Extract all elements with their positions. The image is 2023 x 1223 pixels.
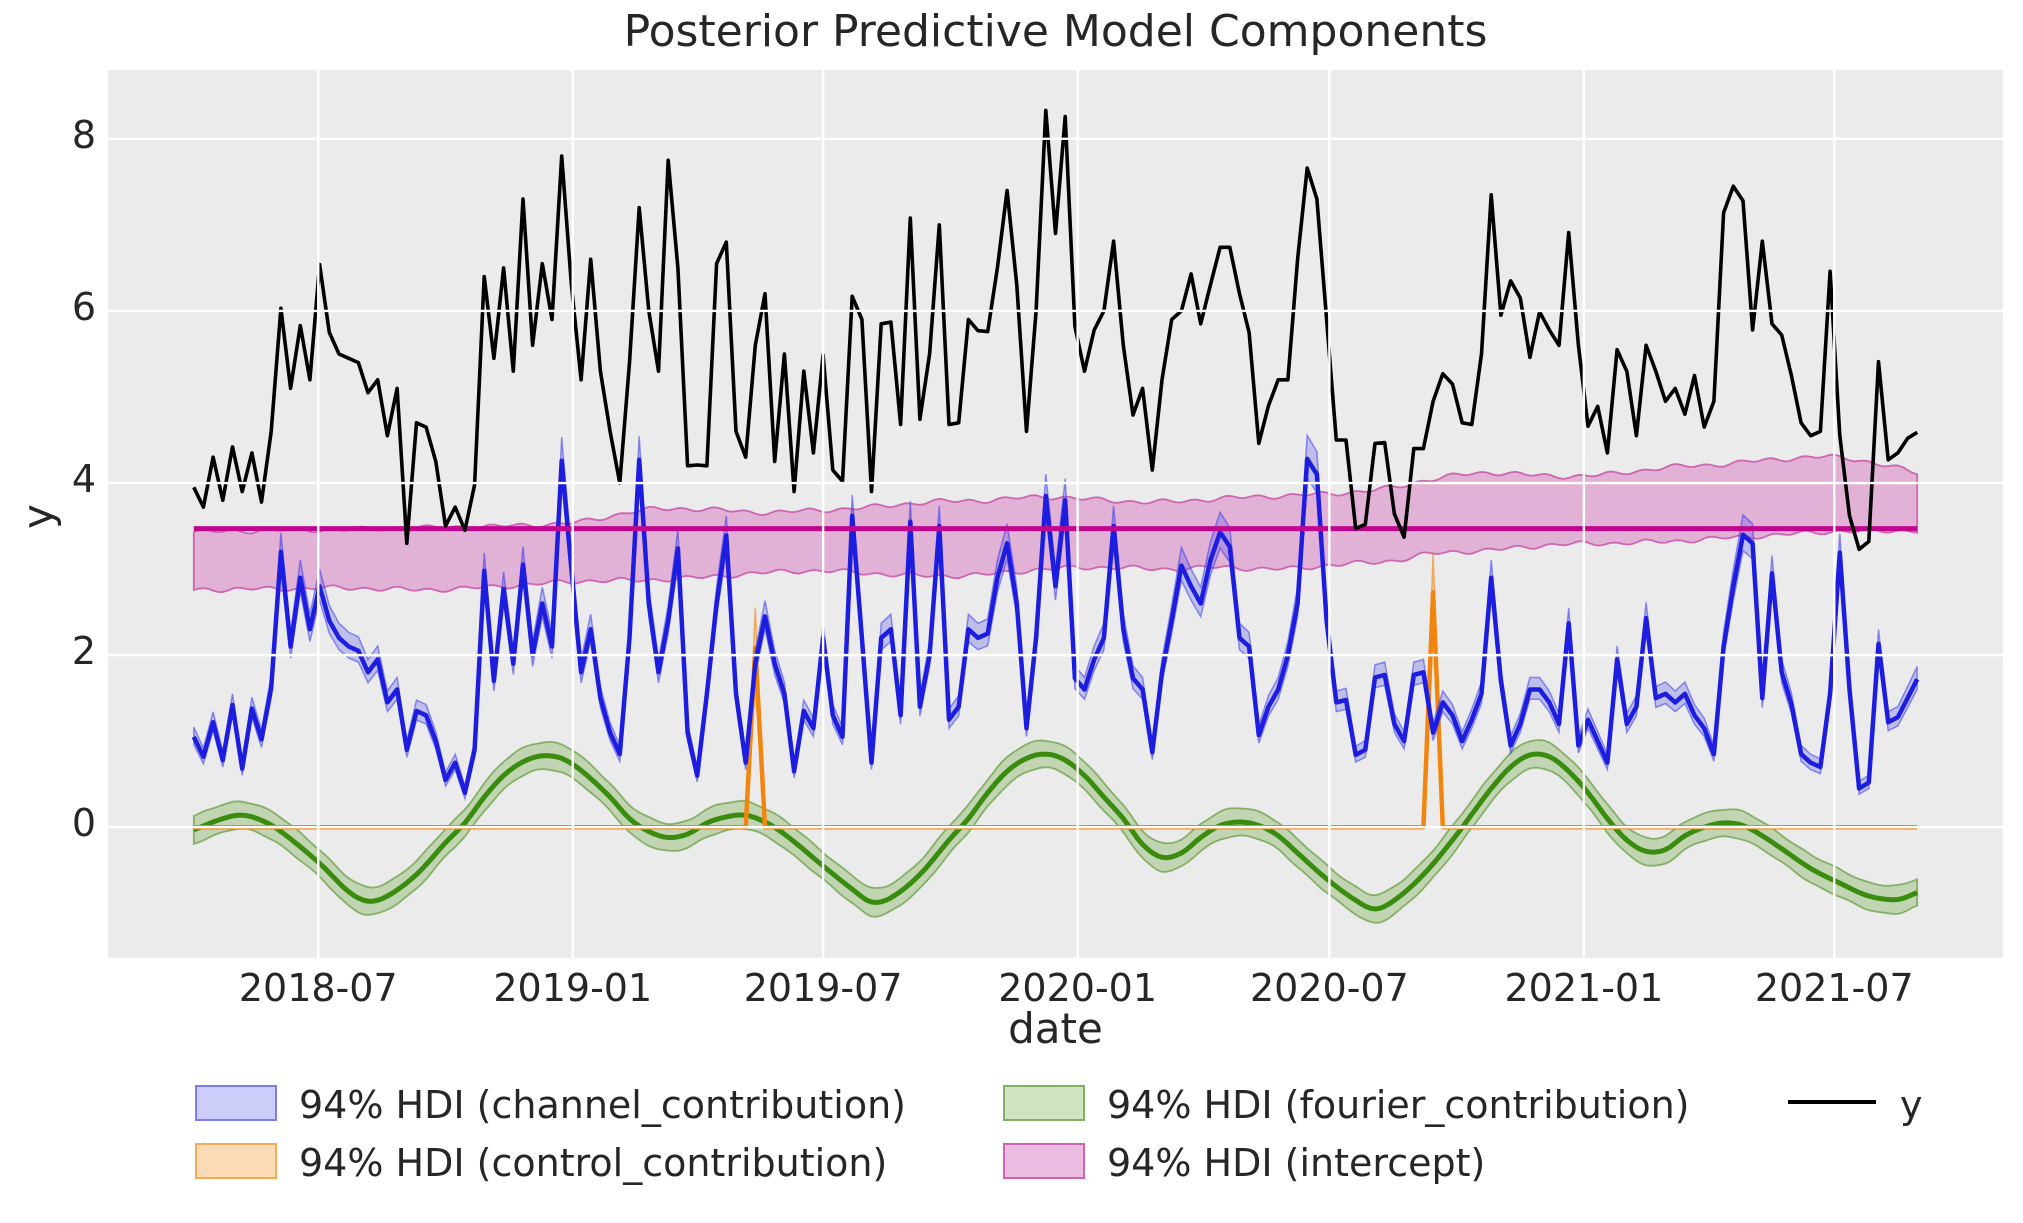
fourier-line xyxy=(192,751,1919,912)
y-line xyxy=(192,108,1919,552)
x-tick-label: 2019-07 xyxy=(743,966,903,1010)
control-hdi-swatch xyxy=(195,1143,277,1179)
x-tick-label: 2021-07 xyxy=(1754,966,1914,1010)
intercept-hdi-band xyxy=(192,453,1919,594)
x-tick-label: 2018-07 xyxy=(238,966,398,1010)
x-tick-label: 2020-01 xyxy=(998,966,1158,1010)
series-group xyxy=(191,108,1920,924)
x-tick-label: 2019-01 xyxy=(493,966,653,1010)
legend-label: y xyxy=(1900,1083,1923,1127)
x-axis-label: date xyxy=(1008,1004,1103,1053)
legend-label: 94% HDI (fourier_contribution) xyxy=(1107,1083,1690,1127)
legend-label: 94% HDI (intercept) xyxy=(1107,1141,1486,1185)
chart-title: Posterior Predictive Model Components xyxy=(623,6,1488,57)
channel-line xyxy=(191,456,1920,796)
legend-label: 94% HDI (channel_contribution) xyxy=(299,1083,906,1127)
y-tick-label: 4 xyxy=(71,457,96,502)
x-tick-label: 2021-01 xyxy=(1504,966,1664,1010)
legend-label: 94% HDI (control_contribution) xyxy=(299,1141,888,1185)
y-tick-label: 0 xyxy=(71,801,96,846)
x-tick-label: 2020-07 xyxy=(1249,966,1409,1010)
fourier-hdi-band xyxy=(192,739,1919,924)
y-line-sample xyxy=(1788,1100,1876,1104)
channel-hdi-swatch xyxy=(195,1085,277,1121)
y-tick-label: 8 xyxy=(71,112,96,157)
y-tick-label: 6 xyxy=(71,284,96,329)
fourier-hdi-swatch xyxy=(1003,1085,1085,1121)
intercept-hdi-swatch xyxy=(1003,1143,1085,1179)
y-tick-label: 2 xyxy=(71,629,96,674)
